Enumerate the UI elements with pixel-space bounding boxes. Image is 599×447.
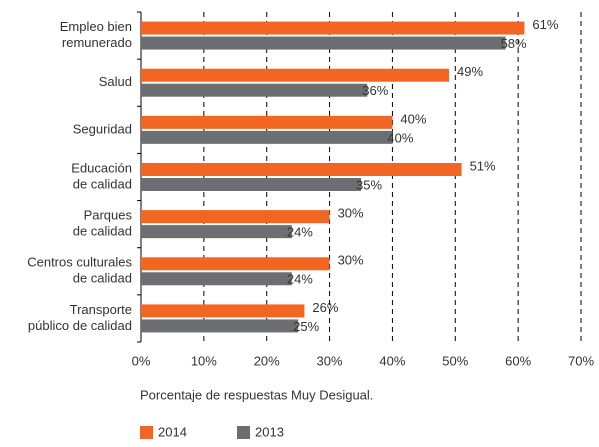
value-label: 40% (387, 130, 413, 145)
value-label: 58% (501, 36, 527, 51)
y-tick-label: Transporte (70, 302, 132, 317)
y-tick-label: de calidad (73, 271, 132, 286)
bar (141, 319, 299, 333)
x-axis-label: Porcentaje de respuestas Muy Desigual. (140, 387, 373, 402)
value-label: 24% (287, 272, 313, 287)
x-tick-label: 0% (132, 353, 151, 368)
value-label: 26% (312, 300, 338, 315)
y-tick-label: de calidad (73, 224, 132, 239)
y-tick-label: Salud (99, 74, 132, 89)
y-tick-label: de calidad (73, 176, 132, 191)
bar (141, 21, 525, 35)
x-tick-label: 70% (568, 353, 594, 368)
x-tick-label: 40% (379, 353, 405, 368)
bar (141, 68, 449, 82)
x-tick-label: 30% (317, 353, 343, 368)
x-tick-label: 60% (505, 353, 531, 368)
value-label: 30% (338, 253, 364, 268)
y-tick-label: público de calidad (28, 318, 132, 333)
y-tick-label: Seguridad (73, 121, 132, 136)
bar (141, 115, 393, 129)
y-tick-label: Centros culturales (27, 255, 132, 270)
x-tick-label: 20% (254, 353, 280, 368)
y-tick-label: Empleo bien (60, 19, 132, 34)
x-tick-label: 10% (191, 353, 217, 368)
legend-label: 2014 (158, 424, 187, 439)
legend-label: 2013 (255, 424, 284, 439)
value-label: 24% (287, 225, 313, 240)
value-label: 40% (400, 111, 426, 126)
value-label: 61% (532, 17, 558, 32)
bar (141, 130, 393, 144)
y-tick-label: Educación (71, 160, 132, 175)
bar (141, 178, 361, 191)
bar (141, 210, 330, 224)
value-label: 35% (356, 177, 382, 192)
y-tick-label: remunerado (62, 35, 132, 50)
value-label: 30% (338, 206, 364, 221)
y-tick-label: Parques (84, 208, 133, 223)
value-label: 25% (293, 319, 319, 334)
bar (141, 272, 292, 286)
bar (141, 304, 305, 318)
legend-swatch (237, 426, 250, 439)
value-label: 49% (457, 64, 483, 79)
bar (141, 225, 292, 239)
x-tick-label: 50% (442, 353, 468, 368)
bar (141, 83, 368, 97)
value-label: 51% (470, 158, 496, 173)
bar (141, 163, 462, 176)
bar (141, 257, 330, 271)
value-label: 36% (362, 83, 388, 98)
legend-swatch (140, 426, 153, 439)
bar (141, 36, 506, 50)
